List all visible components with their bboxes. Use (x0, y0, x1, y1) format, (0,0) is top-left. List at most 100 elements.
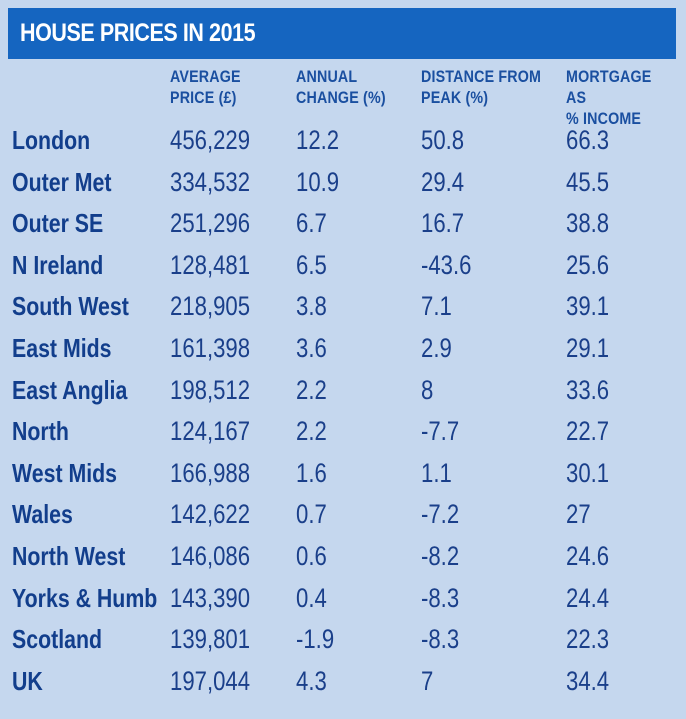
cell-distance-from-peak: -43.6 (421, 249, 472, 280)
cell-distance-from-peak: 7 (421, 665, 434, 696)
table-row: East Anglia 198,512 2.2 8 33.6 (0, 370, 686, 410)
cell-average-price: 198,512 (170, 374, 251, 405)
cell-mortgage-income: 27 (566, 499, 591, 530)
cell-mortgage-income: 25.6 (566, 249, 610, 280)
cell-region: N Ireland (12, 249, 104, 280)
cell-region: Outer Met (12, 166, 112, 197)
cell-annual-change: 4.3 (296, 665, 327, 696)
cell-distance-from-peak: 8 (421, 374, 434, 405)
header-average-price: AVERAGE PRICE (£) (170, 66, 254, 108)
cell-average-price: 456,229 (170, 125, 251, 155)
header-price-line-1: AVERAGE (170, 67, 241, 86)
cell-average-price: 218,905 (170, 291, 251, 322)
cell-average-price: 166,988 (170, 457, 251, 488)
cell-mortgage-income: 66.3 (566, 125, 610, 155)
cell-mortgage-income: 39.1 (566, 291, 610, 322)
cell-annual-change: 1.6 (296, 457, 327, 488)
cell-average-price: 161,398 (170, 333, 251, 363)
cell-average-price: 146,086 (170, 541, 251, 571)
header-change-line-2: CHANGE (%) (296, 88, 386, 107)
cell-distance-from-peak: 7.1 (421, 291, 452, 322)
table-row: Scotland 139,801 -1.9 -8.3 22.3 (0, 619, 686, 659)
cell-annual-change: 0.7 (296, 499, 327, 530)
cell-region: London (12, 125, 91, 155)
header-change-line-1: ANNUAL (296, 67, 358, 86)
header-annual-change: ANNUAL CHANGE (%) (296, 66, 403, 108)
cell-distance-from-peak: 29.4 (421, 166, 465, 197)
table-row: Outer Met 334,532 10.9 29.4 45.5 (0, 162, 686, 202)
table-row: North 124,167 2.2 -7.7 22.7 (0, 411, 686, 451)
cell-region: North West (12, 541, 126, 571)
cell-annual-change: 6.5 (296, 249, 327, 280)
cell-mortgage-income: 29.1 (566, 333, 610, 363)
cell-average-price: 143,390 (170, 582, 251, 613)
cell-region: East Anglia (12, 374, 128, 405)
cell-distance-from-peak: 1.1 (421, 457, 452, 488)
cell-annual-change: 6.7 (296, 208, 327, 239)
cell-region: Wales (12, 499, 73, 530)
cell-annual-change: 12.2 (296, 125, 340, 155)
header-peak-line-2: PEAK (%) (421, 88, 489, 107)
cell-mortgage-income: 38.8 (566, 208, 610, 239)
cell-distance-from-peak: -8.2 (421, 541, 460, 571)
cell-mortgage-income: 24.6 (566, 541, 610, 571)
cell-annual-change: 10.9 (296, 166, 340, 197)
cell-mortgage-income: 34.4 (566, 665, 610, 696)
cell-mortgage-income: 45.5 (566, 166, 610, 197)
cell-mortgage-income: 24.4 (566, 582, 610, 613)
table-row: West Mids 166,988 1.6 1.1 30.1 (0, 453, 686, 493)
cell-annual-change: 2.2 (296, 374, 327, 405)
cell-region: Scotland (12, 624, 103, 655)
cell-mortgage-income: 30.1 (566, 457, 610, 488)
header-distance-from-peak: DISTANCE FROM PEAK (%) (421, 66, 564, 108)
header-mortgage-line-2: % INCOME (566, 109, 642, 128)
cell-annual-change: 0.6 (296, 541, 327, 571)
table-row: UK 197,044 4.3 7 34.4 (0, 661, 686, 701)
cell-average-price: 139,801 (170, 624, 251, 655)
header-mortgage-income: MORTGAGE AS % INCOME (566, 66, 686, 129)
table-row: Wales 142,622 0.7 -7.2 27 (0, 494, 686, 534)
cell-average-price: 124,167 (170, 416, 251, 447)
cell-region: Yorks & Humb (12, 582, 158, 613)
cell-distance-from-peak: -8.3 (421, 582, 460, 613)
cell-region: UK (12, 665, 43, 696)
cell-distance-from-peak: -8.3 (421, 624, 460, 655)
cell-mortgage-income: 22.3 (566, 624, 610, 655)
header-mortgage-line-1: MORTGAGE AS (566, 67, 652, 107)
title-bar: HOUSE PRICES IN 2015 (8, 8, 676, 59)
cell-annual-change: -1.9 (296, 624, 335, 655)
cell-region: Outer SE (12, 208, 104, 239)
cell-annual-change: 3.6 (296, 333, 327, 363)
cell-distance-from-peak: 50.8 (421, 125, 465, 155)
cell-region: South West (12, 291, 129, 322)
cell-distance-from-peak: 2.9 (421, 333, 452, 363)
table-title: HOUSE PRICES IN 2015 (20, 19, 256, 47)
cell-average-price: 142,622 (170, 499, 251, 530)
table-row: Outer SE 251,296 6.7 16.7 38.8 (0, 203, 686, 243)
cell-annual-change: 0.4 (296, 582, 327, 613)
cell-average-price: 128,481 (170, 249, 251, 280)
cell-average-price: 334,532 (170, 166, 251, 197)
header-peak-line-1: DISTANCE FROM (421, 67, 542, 86)
table-row: Yorks & Humb 143,390 0.4 -8.3 24.4 (0, 578, 686, 618)
cell-average-price: 251,296 (170, 208, 251, 239)
cell-region: West Mids (12, 457, 118, 488)
table-row: North West 146,086 0.6 -8.2 24.6 (0, 536, 686, 576)
cell-annual-change: 2.2 (296, 416, 327, 447)
table-row: South West 218,905 3.8 7.1 39.1 (0, 286, 686, 326)
cell-annual-change: 3.8 (296, 291, 327, 322)
cell-region: North (12, 416, 69, 447)
table-row: East Mids 161,398 3.6 2.9 29.1 (0, 328, 686, 368)
cell-distance-from-peak: -7.7 (421, 416, 460, 447)
cell-average-price: 197,044 (170, 665, 251, 696)
cell-distance-from-peak: 16.7 (421, 208, 465, 239)
table-row: London 456,229 12.2 50.8 66.3 (0, 120, 686, 160)
cell-distance-from-peak: -7.2 (421, 499, 460, 530)
cell-mortgage-income: 33.6 (566, 374, 610, 405)
cell-region: East Mids (12, 333, 112, 363)
table-row: N Ireland 128,481 6.5 -43.6 25.6 (0, 245, 686, 285)
header-price-line-2: PRICE (£) (170, 88, 237, 107)
cell-mortgage-income: 22.7 (566, 416, 610, 447)
